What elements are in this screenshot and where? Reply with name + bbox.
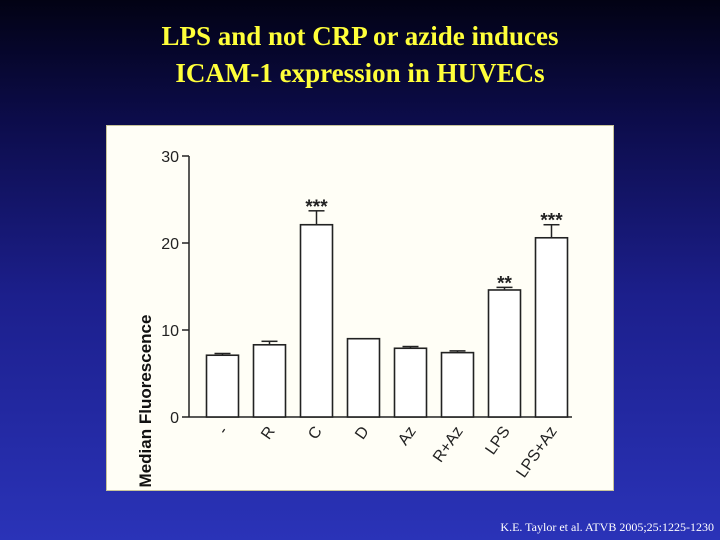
bar (534, 236, 569, 418)
y-tick-label: 0 (170, 410, 179, 427)
significance-label: *** (540, 211, 563, 232)
y-tick-label: 20 (161, 236, 179, 253)
bar (346, 337, 381, 418)
bar (440, 351, 475, 418)
slide-title-line-2: ICAM-1 expression in HUVECs (175, 58, 545, 88)
citation: K.E. Taylor et al. ATVB 2005;25:1225-123… (500, 520, 714, 534)
x-tick-label: Az (395, 424, 420, 449)
significance-label: ** (497, 273, 512, 294)
x-tick-label: D (352, 424, 373, 443)
slide-title: LPS and not CRP or azide induces ICAM-1 … (0, 18, 720, 92)
y-tick-label: 10 (161, 323, 179, 340)
x-tick-label: C (305, 424, 326, 443)
bar (393, 347, 428, 418)
x-tick-label: LPS+Az (513, 424, 560, 481)
y-tick-label: 30 (161, 149, 179, 166)
x-tick-label: LPS (483, 424, 514, 459)
bar (299, 223, 334, 418)
bar (487, 289, 522, 418)
y-axis-label: Median Fluorescence (136, 315, 155, 488)
bar-chart: Median Fluorescence 0 10 20 30 - R *** C D Az R+Az… (136, 149, 572, 488)
bar (205, 354, 240, 418)
bar (252, 343, 287, 418)
x-tick-label: R (258, 424, 279, 443)
significance-label: *** (305, 197, 328, 218)
slide-title-line-1: LPS and not CRP or azide induces (161, 21, 559, 51)
chart-panel: Median Fluorescence 0 10 20 30 - R *** C D Az R+Az… (106, 125, 614, 491)
x-tick-label: - (215, 424, 232, 438)
x-tick-label: R+Az (430, 424, 467, 466)
